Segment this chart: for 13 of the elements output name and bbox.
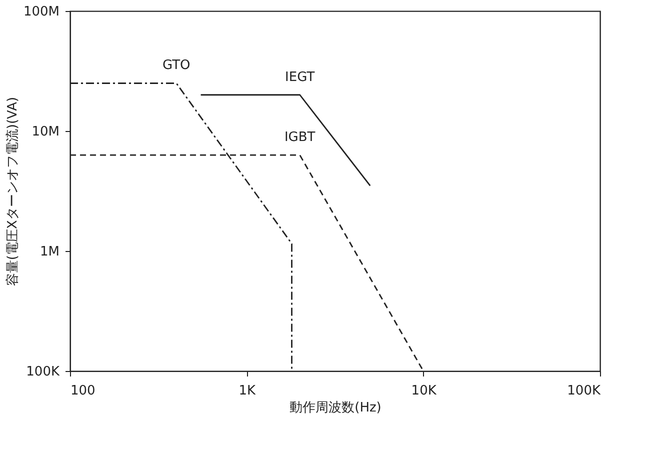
x-tick-label: 100 xyxy=(70,384,96,398)
y-tick-label: 10M xyxy=(32,124,60,140)
series-label: IEGT xyxy=(285,70,315,85)
x-axis-title: 動作周波数(Hz) xyxy=(290,400,382,416)
series-label: IGBT xyxy=(284,130,316,146)
y-axis-title: 容量(電圧Xターンオフ電流)(VA) xyxy=(4,96,20,286)
y-tick-label: 1M xyxy=(40,244,60,260)
x-tick-label: 1K xyxy=(238,384,256,398)
series-label: GTO xyxy=(162,58,190,74)
x-tick-label: 10K xyxy=(411,384,437,398)
x-tick-label: 100K xyxy=(567,384,601,398)
y-tick-label: 100K xyxy=(26,364,60,380)
y-tick-label: 100M xyxy=(23,4,60,20)
